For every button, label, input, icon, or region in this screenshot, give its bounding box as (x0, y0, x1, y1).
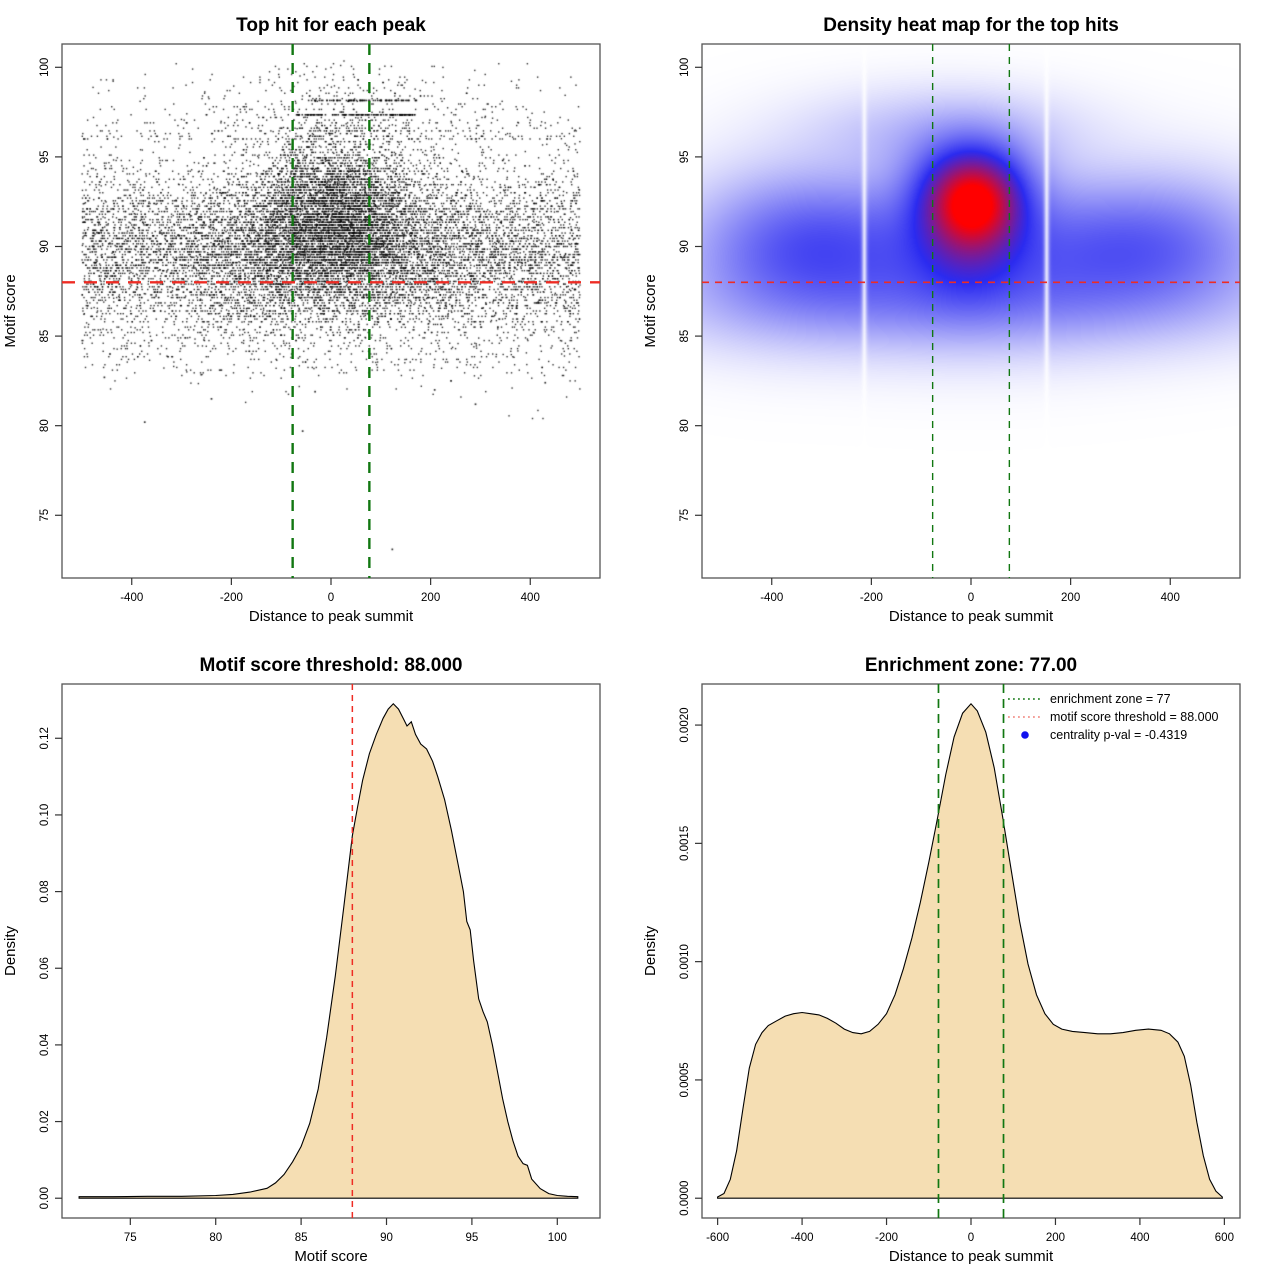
y-tick-label: 0.08 (39, 880, 51, 902)
y-tick-label: 0.0015 (679, 826, 691, 861)
x-tick-label: -200 (860, 592, 883, 604)
x-tick-label: 0 (328, 592, 334, 604)
y-tick-label: 100 (679, 58, 691, 77)
y-tick-label: 90 (679, 240, 691, 253)
x-tick-label: 600 (1215, 1232, 1234, 1244)
legend-centrality-dot (1021, 731, 1029, 739)
x-tick-label: 0 (968, 592, 974, 604)
x-tick-label: 200 (1046, 1232, 1065, 1244)
x-tick-label: 75 (124, 1232, 137, 1244)
y-tick-label: 0.0010 (679, 944, 691, 979)
density-curve (78, 703, 579, 1199)
x-tick-label: -200 (220, 592, 243, 604)
summit-density-svg: -600 -400 -200 0 200 400 600 0.0000 0.0005 0.0010… (642, 655, 1241, 1265)
x-tick-label: -200 (875, 1232, 898, 1244)
y-axis-label: Density (2, 925, 19, 976)
x-axis-label: Distance to peak summit (249, 608, 414, 625)
y-axis-label: Density (642, 925, 659, 976)
heatmap-overlay: -400 -200 0 200 400 75 80 85 90 95 100 Density hea… (642, 15, 1241, 625)
legend-item-label: centrality p-val = -0.4319 (1050, 728, 1187, 742)
x-tick-label: 400 (1161, 592, 1180, 604)
x-tick-label: 0 (968, 1232, 974, 1244)
x-axis-label: Distance to peak summit (889, 608, 1054, 625)
y-tick-label: 100 (39, 58, 51, 77)
x-tick-label: 200 (1061, 592, 1080, 604)
y-tick-label: 0.04 (39, 1033, 51, 1056)
y-tick-label: 0.02 (39, 1110, 51, 1132)
panel-density-heatmap: -400 -200 0 200 400 75 80 85 90 95 100 Density hea… (640, 0, 1280, 640)
heatmap-canvas (702, 44, 1240, 578)
motif-density-svg: 75 80 85 90 95 100 0.00 0.02 0.04 0.06 0.08 0.10 0.1… (2, 655, 601, 1265)
x-tick-label: 400 (1130, 1232, 1149, 1244)
y-tick-label: 85 (39, 330, 51, 343)
y-tick-label: 0.06 (39, 957, 51, 979)
y-tick-label: 75 (679, 509, 691, 522)
y-tick-label: 90 (39, 240, 51, 253)
x-tick-label: -400 (791, 1232, 814, 1244)
scatter-overlay: -400 -200 0 200 400 75 80 85 90 95 100 Top hit for… (2, 15, 601, 625)
panel-title: Density heat map for the top hits (823, 15, 1119, 36)
plot-box (61, 683, 601, 1219)
panel-title: Motif score threshold: 88.000 (200, 655, 463, 676)
panel-top-hit-scatter: -400 -200 0 200 400 75 80 85 90 95 100 Top hit for… (0, 0, 640, 640)
y-tick-label: 0.0000 (679, 1181, 691, 1216)
scatter-canvas (62, 44, 600, 578)
x-tick-label: 85 (295, 1232, 308, 1244)
y-tick-label: 0.12 (39, 727, 51, 749)
legend-item-label: motif score threshold = 88.000 (1050, 710, 1219, 724)
x-tick-label: 80 (209, 1232, 222, 1244)
panel-title: Enrichment zone: 77.00 (865, 655, 1077, 676)
x-tick-label: 100 (548, 1232, 567, 1244)
x-tick-label: 95 (466, 1232, 479, 1244)
legend: enrichment zone = 77 motif score threshol… (1008, 692, 1219, 742)
density-curve (717, 702, 1223, 1199)
y-axis-label: Motif score (642, 274, 659, 347)
x-tick-label: -600 (706, 1232, 729, 1244)
y-tick-label: 80 (679, 419, 691, 432)
y-tick-label: 85 (679, 330, 691, 343)
plot-box (61, 43, 601, 579)
y-tick-label: 95 (39, 150, 51, 163)
y-tick-label: 80 (39, 419, 51, 432)
x-axis-label: Motif score (294, 1248, 367, 1265)
y-tick-label: 0.0005 (679, 1062, 691, 1097)
y-tick-label: 0.0020 (679, 707, 691, 742)
plot-box (701, 43, 1241, 579)
y-tick-label: 95 (679, 150, 691, 163)
panel-title: Top hit for each peak (236, 15, 426, 36)
panel-motif-score-density: 75 80 85 90 95 100 0.00 0.02 0.04 0.06 0.08 0.10 0.1… (0, 640, 640, 1280)
y-tick-label: 0.00 (39, 1187, 51, 1209)
y-tick-label: 0.10 (39, 804, 51, 826)
x-tick-label: -400 (120, 592, 143, 604)
x-axis-label: Distance to peak summit (889, 1248, 1054, 1265)
y-tick-label: 75 (39, 509, 51, 522)
panel-summit-distance-density: -600 -400 -200 0 200 400 600 0.0000 0.0005 0.0010… (640, 640, 1280, 1280)
x-tick-label: 90 (380, 1232, 393, 1244)
x-tick-label: 200 (421, 592, 440, 604)
legend-item-label: enrichment zone = 77 (1050, 692, 1171, 706)
y-axis-label: Motif score (2, 274, 19, 347)
x-tick-label: 400 (521, 592, 540, 604)
x-tick-label: -400 (760, 592, 783, 604)
